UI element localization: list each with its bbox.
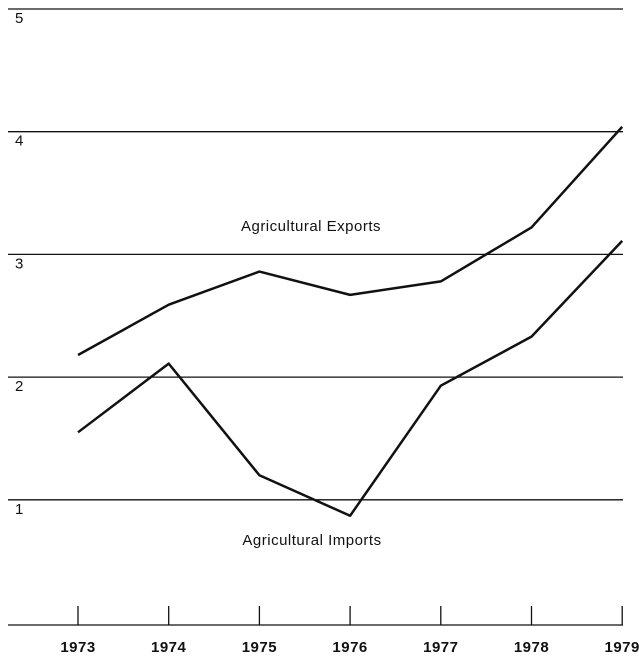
x-tick-label: 1977 bbox=[423, 639, 458, 656]
y-tick-label: 5 bbox=[15, 10, 24, 27]
x-tick-label: 1978 bbox=[514, 639, 549, 656]
y-tick-label: 3 bbox=[15, 255, 24, 272]
series-line bbox=[77, 125, 624, 357]
x-tick-label: 1974 bbox=[151, 639, 187, 656]
x-tick-label: 1979 bbox=[605, 639, 639, 656]
series-label: Agricultural Imports bbox=[242, 532, 381, 549]
series-label: Agricultural Exports bbox=[241, 218, 381, 235]
x-tick-label: 1976 bbox=[332, 639, 367, 656]
y-tick-label: 4 bbox=[15, 133, 24, 150]
series-line bbox=[77, 240, 624, 518]
x-tick-label: 1975 bbox=[242, 639, 277, 656]
x-tick-label: 1973 bbox=[60, 639, 95, 656]
y-tick-label: 1 bbox=[15, 501, 24, 518]
y-tick-label: 2 bbox=[15, 378, 24, 395]
